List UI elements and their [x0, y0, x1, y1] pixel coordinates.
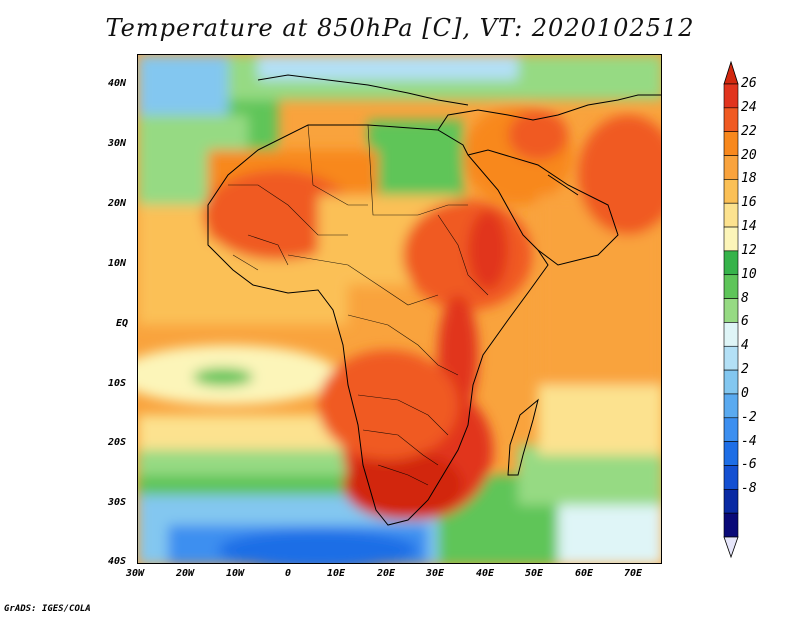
colorbar-level-label: -6	[741, 457, 757, 473]
colorbar-level-label: 12	[741, 242, 757, 258]
colorbar-level-label: 2	[741, 362, 749, 378]
lon-label-20e: 20E	[377, 568, 396, 579]
colorbar-segment	[723, 393, 739, 419]
colorbar-segment	[723, 274, 739, 299]
colorbar-level-label: 0	[741, 385, 749, 401]
colorbar-segment	[723, 345, 739, 371]
colorbar-level-label: 16	[741, 195, 757, 211]
colorbar-level-label: 18	[741, 171, 757, 187]
colorbar-level-label: 22	[741, 123, 757, 139]
colorbar-segment	[723, 441, 739, 466]
colorbar-over-triangle	[723, 60, 739, 85]
lat-label-eq: EQ	[116, 318, 129, 329]
colorbar-segment	[723, 179, 739, 204]
map-title: Temperature at 850hPa [C], VT: 202010251…	[105, 14, 695, 42]
map-panel	[137, 54, 662, 564]
colorbar-segment	[723, 417, 739, 442]
colorbar-level-label: 24	[741, 99, 757, 115]
colorbar-segment	[723, 298, 739, 323]
lat-label-10n: 10N	[108, 258, 127, 269]
temperature-map	[138, 55, 661, 563]
lon-label-30e: 30E	[426, 568, 445, 579]
colorbar-segment	[723, 155, 739, 180]
colorbar-segment	[723, 226, 739, 252]
lat-label-10s: 10S	[108, 378, 127, 389]
colorbar-level-label: 26	[741, 76, 757, 91]
lon-label-20w: 20W	[176, 568, 195, 579]
colorbar-level-label: 10	[741, 266, 757, 282]
temperature-field	[138, 55, 661, 563]
colorbar-level-label: -4	[741, 433, 757, 449]
lon-label-70e: 70E	[624, 568, 643, 579]
lat-label-20n: 20N	[108, 198, 127, 209]
lon-label-40e: 40E	[476, 568, 495, 579]
lon-label-0: 0	[285, 568, 292, 579]
colorbar-segment	[723, 250, 739, 276]
colorbar-segment	[723, 322, 739, 347]
coastlines	[207, 74, 661, 526]
colorbar-level-label: -8	[741, 481, 757, 497]
colorbar-level-label: 4	[741, 338, 749, 354]
colorbar-segment	[723, 83, 739, 109]
lon-label-30w: 30W	[126, 568, 145, 579]
colorbar-under-triangle	[723, 536, 739, 559]
colorbar-level-label: -2	[741, 409, 757, 425]
colorbar-segment	[723, 489, 739, 514]
lat-label-20s: 20S	[108, 437, 127, 448]
lon-label-50e: 50E	[525, 568, 544, 579]
lat-label-40s: 40S	[108, 556, 127, 567]
lon-label-10e: 10E	[327, 568, 346, 579]
colorbar-segment	[723, 465, 739, 490]
colorbar-segment	[723, 107, 739, 132]
colorbar-segment	[723, 131, 739, 156]
colorbar-level-label: 14	[741, 219, 757, 235]
lat-label-30s: 30S	[108, 497, 127, 508]
colorbar-level-label: 20	[741, 147, 757, 163]
lat-label-40n: 40N	[108, 78, 127, 89]
lat-label-30n: 30N	[108, 138, 127, 149]
lon-label-10w: 10W	[226, 568, 245, 579]
colorbar-level-label: 8	[741, 290, 749, 306]
lon-label-60e: 60E	[575, 568, 594, 579]
footer-credit: GrADS: IGES/COLA	[4, 604, 91, 614]
colorbar-level-label: 6	[741, 314, 749, 330]
colorbar-segment	[723, 202, 739, 228]
country-borders	[228, 124, 489, 486]
colorbar-segment	[723, 369, 739, 395]
colorbar-segment	[723, 512, 739, 538]
